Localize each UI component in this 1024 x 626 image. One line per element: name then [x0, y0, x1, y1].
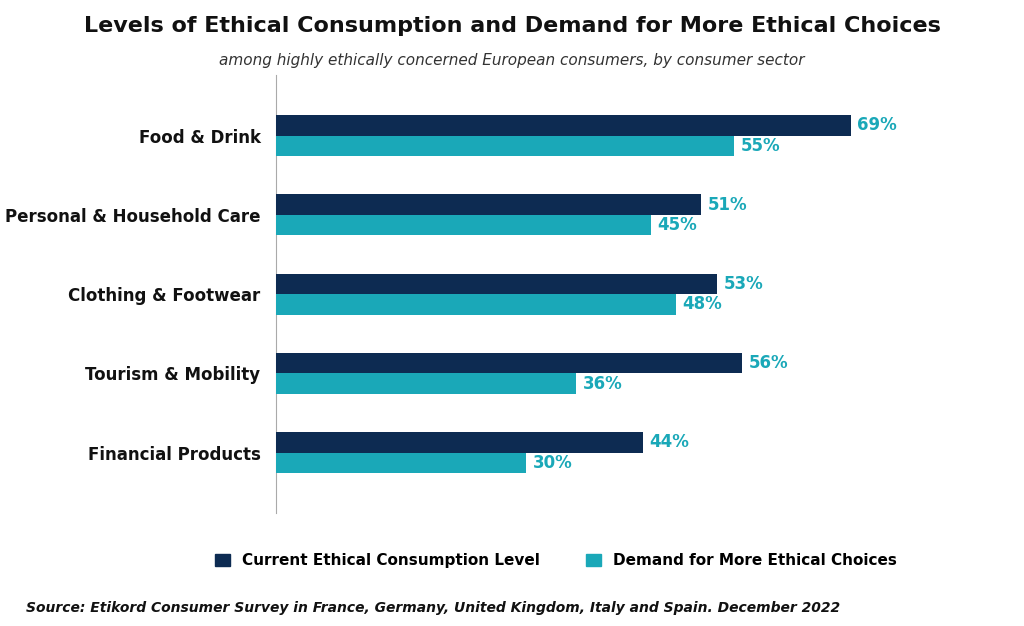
Text: Levels of Ethical Consumption and Demand for More Ethical Choices: Levels of Ethical Consumption and Demand… — [84, 16, 940, 36]
Bar — [276, 274, 718, 294]
Text: 48%: 48% — [682, 295, 722, 314]
Bar — [276, 353, 742, 374]
Text: 36%: 36% — [583, 375, 623, 393]
Text: 55%: 55% — [740, 137, 780, 155]
Text: 44%: 44% — [649, 433, 689, 451]
Bar — [276, 453, 526, 473]
Text: 45%: 45% — [657, 216, 697, 234]
Text: 56%: 56% — [750, 354, 788, 372]
Text: among highly ethically concerned European consumers, by consumer sector: among highly ethically concerned Europea… — [219, 53, 805, 68]
Text: 53%: 53% — [724, 275, 764, 293]
Bar — [276, 136, 734, 156]
Legend: Current Ethical Consumption Level, Demand for More Ethical Choices: Current Ethical Consumption Level, Deman… — [207, 545, 905, 576]
Bar — [276, 432, 643, 453]
Bar — [276, 195, 700, 215]
Text: 30%: 30% — [532, 454, 572, 472]
Text: Source: Etikord Consumer Survey in France, Germany, United Kingdom, Italy and Sp: Source: Etikord Consumer Survey in Franc… — [26, 601, 840, 615]
Bar — [276, 115, 851, 136]
Text: 69%: 69% — [857, 116, 897, 135]
Bar — [276, 215, 651, 235]
Text: 51%: 51% — [708, 196, 748, 213]
Bar — [276, 294, 676, 315]
Bar — [276, 374, 575, 394]
